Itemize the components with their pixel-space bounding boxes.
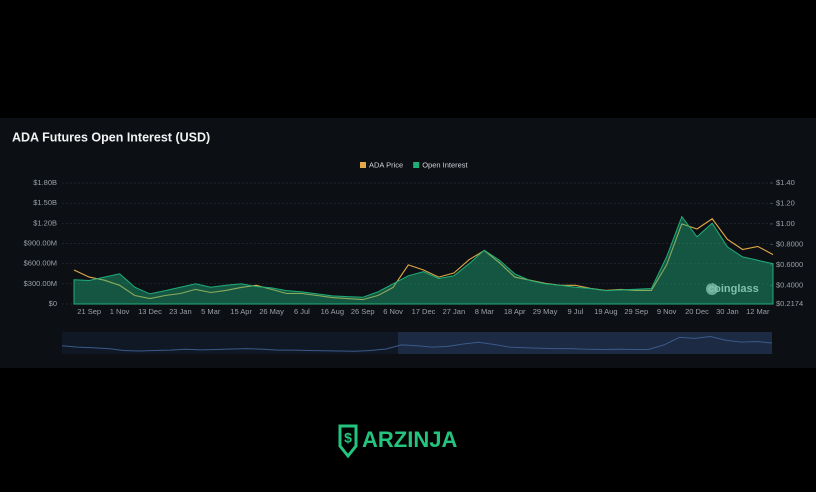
oi-area bbox=[73, 215, 774, 305]
x-tick-label: 17 Dec bbox=[412, 307, 436, 316]
svg-text:$: $ bbox=[344, 430, 352, 446]
y2-tick-label: $1.40 bbox=[776, 178, 795, 187]
y-tick-label: $300.00M bbox=[24, 279, 57, 288]
y-tick-label: $900.00M bbox=[24, 238, 57, 247]
watermark-icon bbox=[706, 283, 718, 295]
navigator-line bbox=[61, 335, 773, 352]
chart-panel bbox=[0, 118, 816, 368]
x-tick-label: 20 Dec bbox=[685, 307, 709, 316]
y2-tick-label: $0.2174 bbox=[776, 299, 803, 308]
x-tick-label: 29 Sep bbox=[624, 307, 648, 316]
watermark: coinglass bbox=[708, 283, 759, 295]
y-tick-label: $0 bbox=[49, 299, 57, 308]
x-tick-label: 27 Jan bbox=[443, 307, 466, 316]
y2-tick-label: $0.6000 bbox=[776, 260, 803, 269]
y2-tick-label: $1.00 bbox=[776, 219, 795, 228]
x-tick-label: 5 Mar bbox=[201, 307, 221, 316]
legend-label: ADA Price bbox=[369, 160, 403, 169]
y-tick-label: $1.20B bbox=[33, 218, 57, 227]
x-tick-label: 19 Aug bbox=[594, 307, 617, 316]
navigator-selection bbox=[398, 332, 772, 354]
x-tick-label: 9 Jul bbox=[568, 307, 584, 316]
x-tick-label: 9 Nov bbox=[657, 307, 677, 316]
x-tick-label: 16 Aug bbox=[321, 307, 344, 316]
x-tick-label: 21 Sep bbox=[77, 307, 101, 316]
brand-logo: $ bbox=[338, 424, 358, 459]
y-tick-label: $600.00M bbox=[24, 259, 57, 268]
x-tick-label: 26 Sep bbox=[351, 307, 375, 316]
x-tick-label: 30 Jan bbox=[716, 307, 739, 316]
legend-swatch bbox=[360, 162, 366, 168]
x-tick-label: 6 Jul bbox=[294, 307, 310, 316]
y-tick-label: $1.50B bbox=[33, 198, 57, 207]
chart-title: ADA Futures Open Interest (USD) bbox=[12, 130, 210, 144]
price-line bbox=[73, 218, 774, 301]
x-tick-label: 29 May bbox=[533, 307, 558, 316]
x-tick-label: 12 Mar bbox=[746, 307, 770, 316]
legend-label: Open Interest bbox=[422, 160, 468, 169]
x-tick-label: 1 Nov bbox=[110, 307, 130, 316]
x-tick-label: 23 Jan bbox=[169, 307, 192, 316]
y-tick-label: $1.80B bbox=[33, 178, 57, 187]
x-tick-label: 15 Apr bbox=[230, 307, 252, 316]
x-tick-label: 8 Mar bbox=[475, 307, 495, 316]
y2-tick-label: $1.20 bbox=[776, 198, 795, 207]
x-tick-label: 13 Dec bbox=[138, 307, 162, 316]
x-tick-label: 18 Apr bbox=[504, 307, 526, 316]
brand-name: ARZINJA bbox=[362, 427, 457, 452]
legend-swatch bbox=[413, 162, 420, 168]
x-tick-label: 26 May bbox=[259, 307, 284, 316]
y2-tick-label: $0.4000 bbox=[776, 280, 803, 289]
y2-tick-label: $0.8000 bbox=[776, 239, 803, 248]
x-tick-label: 6 Nov bbox=[383, 307, 403, 316]
